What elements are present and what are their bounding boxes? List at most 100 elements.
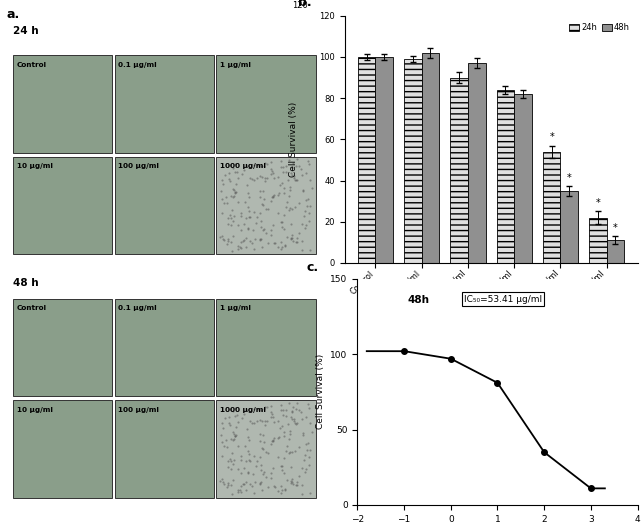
Point (305, 176, 315, 184)
Point (217, 195, 227, 203)
Point (248, 469, 258, 478)
Point (227, 217, 238, 225)
Point (232, 418, 243, 426)
Bar (514, 94, 532, 263)
Point (307, 428, 317, 436)
Point (233, 242, 243, 250)
Point (294, 162, 305, 170)
Point (218, 442, 229, 450)
Point (233, 485, 243, 494)
Point (258, 200, 268, 208)
Point (297, 171, 307, 180)
Point (226, 221, 236, 229)
Point (297, 490, 307, 498)
Point (269, 169, 279, 177)
Point (232, 167, 242, 176)
Point (261, 174, 272, 182)
Point (229, 212, 239, 220)
Bar (358, 57, 375, 263)
Point (292, 477, 302, 485)
Y-axis label: Cell Survival (%): Cell Survival (%) (316, 354, 325, 430)
Point (279, 184, 290, 193)
Point (304, 453, 314, 461)
Point (231, 431, 242, 439)
Point (255, 437, 265, 445)
Point (249, 208, 259, 216)
Bar (607, 240, 624, 263)
Point (223, 235, 233, 243)
Point (300, 440, 310, 448)
Point (276, 218, 286, 227)
Point (238, 480, 249, 488)
Text: *: * (613, 223, 618, 233)
Point (276, 245, 287, 254)
Point (240, 441, 250, 450)
Point (281, 198, 292, 206)
Point (248, 226, 258, 234)
Point (218, 198, 229, 207)
Point (259, 195, 269, 203)
Point (299, 456, 309, 464)
Point (233, 464, 243, 473)
Point (284, 449, 294, 457)
Point (255, 452, 265, 461)
Point (287, 414, 297, 423)
Point (267, 192, 278, 200)
Point (260, 417, 270, 426)
Point (303, 400, 313, 408)
Point (250, 478, 260, 487)
Point (216, 452, 227, 461)
Point (243, 193, 254, 201)
Point (278, 163, 288, 171)
Point (274, 432, 285, 441)
Point (256, 406, 267, 414)
Point (236, 452, 246, 461)
Point (269, 190, 279, 199)
Point (236, 244, 246, 252)
Point (304, 461, 314, 469)
Point (257, 486, 267, 494)
Point (227, 232, 238, 240)
Point (305, 246, 315, 254)
Text: 100 μg/ml: 100 μg/ml (118, 163, 159, 169)
Point (242, 447, 252, 455)
Point (240, 198, 250, 206)
Point (282, 232, 292, 241)
Point (269, 193, 279, 201)
Point (289, 447, 299, 455)
Point (236, 488, 246, 496)
Point (259, 468, 269, 477)
Point (231, 187, 242, 196)
Point (281, 203, 291, 211)
Bar (404, 59, 422, 263)
Point (224, 419, 234, 427)
Point (266, 402, 276, 410)
Point (305, 489, 315, 498)
Point (285, 204, 295, 213)
Point (245, 457, 255, 465)
Point (297, 415, 307, 423)
Point (232, 245, 243, 253)
Point (224, 175, 234, 184)
Point (305, 446, 315, 454)
Point (301, 446, 312, 454)
Point (291, 419, 301, 428)
Text: 0.1 μg/ml: 0.1 μg/ml (118, 62, 157, 67)
Text: 1 μg/ml: 1 μg/ml (220, 62, 251, 67)
Point (251, 462, 261, 471)
Point (255, 187, 265, 195)
Point (256, 162, 267, 170)
Point (223, 237, 234, 246)
Point (281, 162, 291, 170)
Point (252, 213, 263, 221)
Point (267, 226, 277, 234)
Point (298, 186, 308, 194)
Point (229, 168, 240, 177)
Point (240, 214, 251, 222)
Point (243, 432, 253, 441)
Point (281, 441, 292, 450)
Point (229, 191, 239, 200)
Point (233, 198, 243, 207)
Point (283, 435, 294, 443)
Point (273, 173, 283, 181)
